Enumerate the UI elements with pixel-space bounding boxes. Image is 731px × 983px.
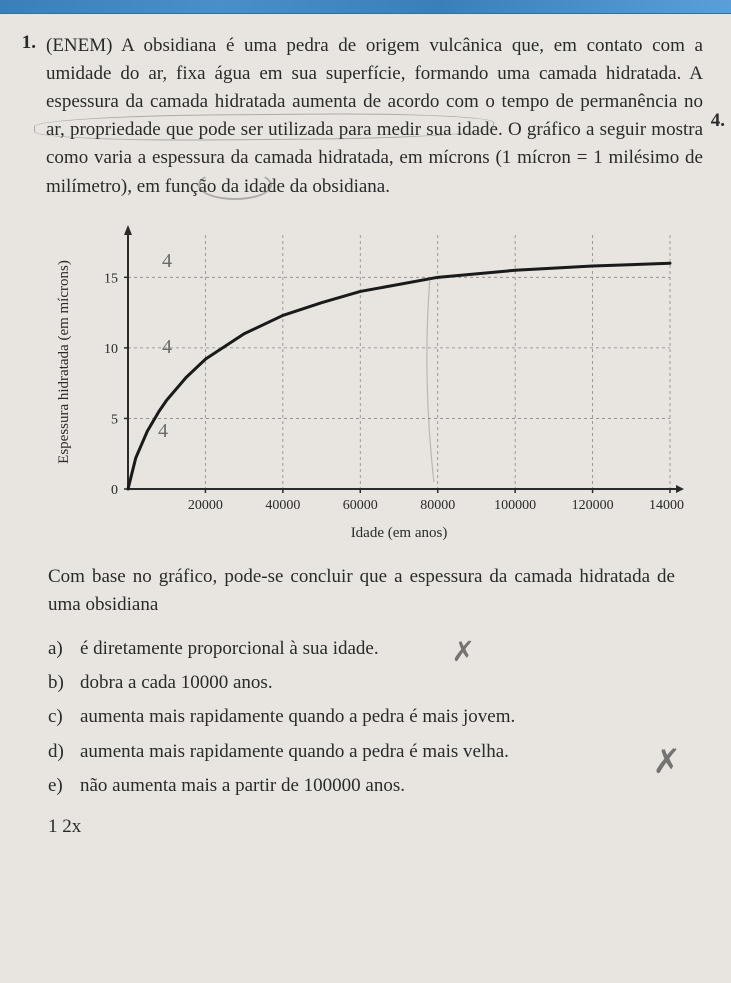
svg-text:20000: 20000 (188, 498, 223, 513)
obsidian-chart: 0 5 10 15 20000 40000 60000 80000 100000 120000 14… (44, 225, 684, 545)
option-letter: b) (48, 667, 72, 699)
svg-text:4: 4 (162, 250, 172, 272)
svg-text:10: 10 (104, 342, 118, 357)
svg-text:5: 5 (111, 412, 118, 427)
svg-text:100000: 100000 (494, 498, 536, 513)
option-letter: e) (48, 770, 72, 802)
svg-text:Espessura hidratada (em mícron: Espessura hidratada (em mícrons) (56, 260, 72, 464)
option-b: b) dobra a cada 10000 anos. (48, 667, 675, 699)
question-number: 1. (8, 32, 36, 201)
option-text: dobra a cada 10000 anos. (80, 667, 273, 699)
question-block: 1. (ENEM) A obsidiana é uma pedra de ori… (8, 32, 703, 201)
question-body-text: A obsidiana é uma pedra de origem vulcân… (46, 35, 703, 197)
svg-text:4: 4 (158, 420, 168, 442)
option-text: aumenta mais rapidamente quando a pedra … (80, 701, 515, 733)
side-question-marker: 4. (711, 110, 725, 132)
option-letter: d) (48, 736, 72, 768)
option-letter: a) (48, 633, 72, 665)
svg-text:140000: 140000 (649, 498, 684, 513)
svg-text:120000: 120000 (572, 498, 614, 513)
option-a: a) é diretamente proporcional à sua idad… (48, 633, 675, 665)
question-source: (ENEM) (46, 35, 112, 56)
svg-text:40000: 40000 (265, 498, 300, 513)
option-letter: c) (48, 701, 72, 733)
options-list: a) é diretamente proporcional à sua idad… (48, 633, 675, 802)
post-question-text: Com base no gráfico, pode-se concluir qu… (48, 563, 675, 619)
chart-container: 0 5 10 15 20000 40000 60000 80000 100000 120000 14… (44, 225, 684, 545)
svg-text:4: 4 (162, 336, 172, 358)
option-d: d) aumenta mais rapidamente quando a ped… (48, 736, 675, 768)
partial-next-line: 1 2x (48, 816, 703, 838)
option-text: é diretamente proporcional à sua idade. (80, 633, 379, 665)
svg-text:60000: 60000 (343, 498, 378, 513)
svg-text:0: 0 (111, 483, 118, 498)
svg-text:15: 15 (104, 271, 118, 286)
option-text: não aumenta mais a partir de 100000 anos… (80, 770, 405, 802)
option-c: c) aumenta mais rapidamente quando a ped… (48, 701, 675, 733)
question-text: (ENEM) A obsidiana é uma pedra de origem… (46, 32, 703, 201)
svg-text:80000: 80000 (420, 498, 455, 513)
svg-text:Idade (em anos): Idade (em anos) (351, 525, 448, 541)
top-color-bar (0, 0, 731, 14)
option-text: aumenta mais rapidamente quando a pedra … (80, 736, 509, 768)
option-e: e) não aumenta mais a partir de 100000 a… (48, 770, 675, 802)
